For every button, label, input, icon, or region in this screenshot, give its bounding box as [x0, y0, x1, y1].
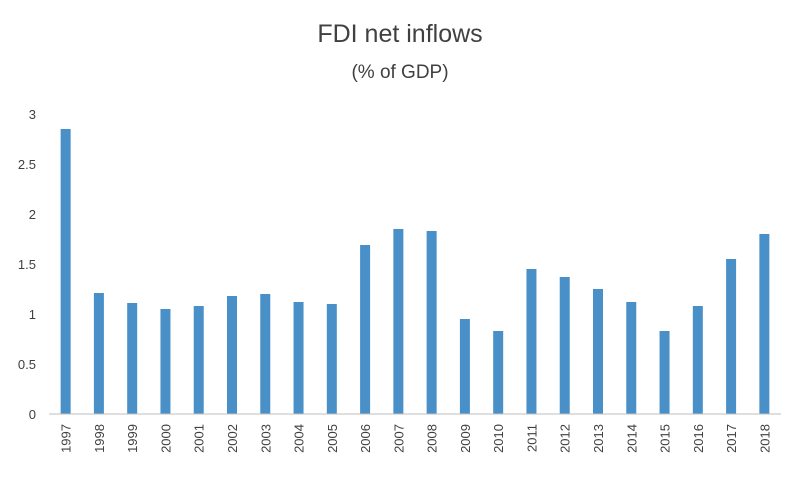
x-tick-label: 2012: [558, 424, 573, 453]
x-axis-labels: 1997 1998 1999 2000 2001 2002 2003 2004 2005 2006…: [59, 424, 773, 453]
x-tick-label: 2010: [491, 424, 506, 453]
x-tick-label: 2018: [757, 424, 772, 453]
x-tick-label: 2017: [724, 424, 739, 453]
bar: [659, 331, 670, 414]
bar: [127, 303, 138, 414]
y-tick-label: 1: [29, 307, 36, 322]
x-tick-label: 2006: [358, 424, 373, 453]
bar: [360, 245, 371, 414]
x-tick-label: 2013: [591, 424, 606, 453]
bar: [459, 319, 470, 414]
bar: [60, 129, 71, 414]
x-tick-label: 2016: [691, 424, 706, 453]
x-tick-label: 2015: [658, 424, 673, 453]
y-tick-label: 0: [29, 407, 36, 422]
bar: [93, 293, 104, 414]
bar: [692, 306, 703, 414]
bar: [493, 331, 504, 414]
x-tick-label: 1999: [125, 424, 140, 453]
bar: [260, 294, 271, 414]
bar: [593, 289, 603, 414]
x-tick-label: 2001: [192, 424, 207, 453]
x-tick-label: 2014: [624, 424, 639, 453]
bar: [193, 306, 204, 414]
y-tick-label: 2: [29, 207, 36, 222]
chart-title: FDI net inflows: [317, 20, 483, 48]
x-tick-label: 2000: [158, 424, 173, 453]
bar: [626, 302, 637, 414]
y-tick-label: 1.5: [18, 257, 36, 272]
x-tick-label: 2009: [458, 424, 473, 453]
x-tick-label: 1997: [59, 424, 74, 453]
x-tick-label: 2003: [258, 424, 273, 453]
y-tick-label: 2.5: [18, 157, 36, 172]
bar-series: [60, 129, 770, 414]
bar: [559, 277, 570, 414]
bar: [227, 296, 237, 414]
x-tick-label: 2011: [524, 424, 539, 452]
x-tick-label: 1998: [92, 424, 107, 453]
y-tick-label: 3: [29, 107, 36, 122]
bar: [393, 229, 404, 414]
x-tick-label: 2004: [292, 424, 307, 453]
x-tick-label: 2005: [325, 424, 340, 453]
bar: [726, 259, 737, 414]
bar: [526, 269, 537, 414]
bar: [160, 309, 171, 414]
x-tick-label: 2002: [225, 424, 240, 453]
bar: [759, 234, 770, 414]
bar: [426, 231, 437, 414]
bar: [326, 304, 337, 414]
x-tick-label: 2007: [391, 424, 406, 453]
bar: [293, 302, 304, 414]
chart-subtitle: (% of GDP): [351, 62, 449, 83]
y-axis-labels: 0 0.5 1 1.5 2 2.5 3: [18, 107, 36, 422]
y-tick-label: 0.5: [18, 357, 36, 372]
x-tick-label: 2008: [425, 424, 440, 453]
